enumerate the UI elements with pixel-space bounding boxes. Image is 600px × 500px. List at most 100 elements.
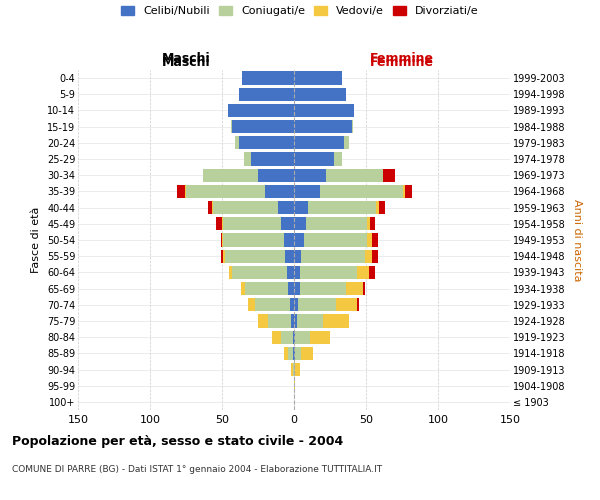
Bar	[239, 136, 294, 149]
Bar	[304, 234, 367, 246]
Bar	[363, 282, 365, 295]
Bar	[244, 152, 251, 166]
Bar	[295, 363, 300, 376]
Bar	[221, 234, 222, 246]
Bar	[320, 185, 403, 198]
Bar	[294, 379, 295, 392]
Bar	[228, 104, 294, 117]
Bar	[248, 298, 255, 312]
Bar	[232, 266, 287, 279]
Bar	[300, 266, 358, 279]
Bar	[294, 88, 346, 101]
Legend: Celibi/Nubili, Coniugati/e, Vedovi/e, Divorziati/e: Celibi/Nubili, Coniugati/e, Vedovi/e, Di…	[121, 6, 479, 16]
Bar	[208, 201, 212, 214]
Bar	[268, 314, 291, 328]
Bar	[284, 346, 288, 360]
Bar	[383, 168, 395, 182]
Bar	[293, 346, 294, 360]
Text: COMUNE DI PARRE (BG) - Dati ISTAT 1° gennaio 2004 - Elaborazione TUTTITALIA.IT: COMUNE DI PARRE (BG) - Dati ISTAT 1° gen…	[12, 465, 382, 474]
Bar	[379, 201, 385, 214]
Bar	[326, 168, 383, 182]
Bar	[344, 136, 349, 149]
Bar	[294, 168, 326, 182]
Bar	[300, 282, 346, 295]
Bar	[242, 72, 294, 85]
Bar	[245, 282, 288, 295]
Bar	[297, 314, 323, 328]
Bar	[229, 266, 232, 279]
Bar	[225, 250, 286, 263]
Bar	[370, 217, 374, 230]
Bar	[372, 234, 377, 246]
Bar	[214, 201, 278, 214]
Bar	[294, 104, 355, 117]
Bar	[291, 363, 293, 376]
Bar	[372, 250, 377, 263]
Bar	[251, 152, 294, 166]
Bar	[272, 330, 281, 344]
Bar	[403, 185, 405, 198]
Bar	[352, 120, 353, 134]
Bar	[255, 298, 290, 312]
Bar	[294, 298, 298, 312]
Bar	[294, 266, 300, 279]
Bar	[294, 330, 295, 344]
Bar	[367, 234, 372, 246]
Text: Popolazione per età, sesso e stato civile - 2004: Popolazione per età, sesso e stato civil…	[12, 435, 343, 448]
Text: Femmine: Femmine	[370, 52, 434, 65]
Bar	[223, 234, 284, 246]
Bar	[258, 168, 294, 182]
Text: Femmine: Femmine	[370, 56, 434, 69]
Bar	[203, 168, 258, 182]
Bar	[323, 314, 349, 328]
Bar	[336, 298, 358, 312]
Text: Maschi: Maschi	[161, 52, 211, 65]
Bar	[405, 185, 412, 198]
Bar	[281, 217, 294, 230]
Bar	[308, 201, 376, 214]
Bar	[294, 136, 344, 149]
Bar	[295, 330, 310, 344]
Bar	[222, 234, 223, 246]
Bar	[295, 346, 301, 360]
Bar	[294, 185, 320, 198]
Bar	[334, 152, 341, 166]
Bar	[287, 266, 294, 279]
Bar	[294, 346, 295, 360]
Bar	[288, 346, 293, 360]
Bar	[178, 185, 185, 198]
Bar	[365, 250, 372, 263]
Bar	[367, 217, 370, 230]
Bar	[288, 282, 294, 295]
Y-axis label: Anni di nascita: Anni di nascita	[572, 198, 582, 281]
Bar	[346, 282, 363, 295]
Bar	[294, 201, 308, 214]
Bar	[290, 298, 294, 312]
Bar	[265, 185, 294, 198]
Bar	[278, 201, 294, 214]
Bar	[286, 250, 294, 263]
Bar	[310, 330, 330, 344]
Bar	[186, 185, 265, 198]
Bar	[258, 314, 268, 328]
Bar	[239, 88, 294, 101]
Bar	[281, 330, 293, 344]
Bar	[235, 136, 239, 149]
Bar	[293, 363, 294, 376]
Text: Maschi: Maschi	[161, 56, 211, 69]
Bar	[221, 250, 223, 263]
Bar	[241, 282, 245, 295]
Bar	[294, 234, 304, 246]
Bar	[294, 250, 301, 263]
Bar	[294, 72, 341, 85]
Bar	[294, 282, 300, 295]
Bar	[223, 217, 281, 230]
Bar	[293, 330, 294, 344]
Bar	[294, 363, 295, 376]
Bar	[294, 152, 334, 166]
Bar	[291, 314, 294, 328]
Y-axis label: Fasce di età: Fasce di età	[31, 207, 41, 273]
Bar	[294, 314, 297, 328]
Bar	[298, 298, 336, 312]
Bar	[294, 217, 305, 230]
